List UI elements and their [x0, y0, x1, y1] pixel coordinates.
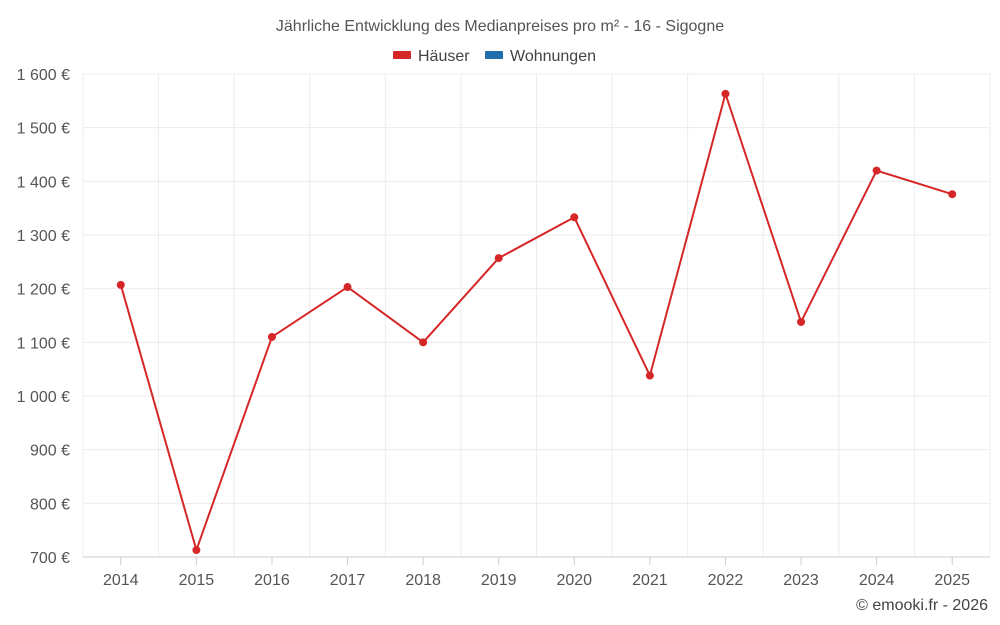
y-tick-label: 1 000 € [17, 389, 70, 406]
legend-swatch-wohnungen [485, 51, 503, 59]
data-point[interactable] [872, 166, 881, 175]
x-tick-label: 2021 [632, 572, 668, 589]
x-tick-label: 2025 [934, 572, 970, 589]
data-point[interactable] [948, 190, 957, 199]
legend-label-haeuser: Häuser [418, 48, 470, 65]
legend-label-wohnungen: Wohnungen [510, 48, 596, 65]
data-point[interactable] [419, 338, 428, 347]
data-point[interactable] [494, 254, 503, 263]
data-point[interactable] [645, 371, 654, 380]
y-tick-label: 1 400 € [17, 174, 70, 191]
chart-title: Jährliche Entwicklung des Medianpreises … [276, 18, 724, 35]
y-tick-label: 1 300 € [17, 228, 70, 245]
x-tick-label: 2018 [405, 572, 441, 589]
x-tick-label: 2020 [556, 572, 592, 589]
series-line-0 [119, 92, 953, 552]
y-tick-label: 700 € [30, 550, 70, 567]
y-tick-label: 900 € [30, 443, 70, 460]
legend-swatch-haeuser [393, 51, 411, 59]
x-tick-label: 2022 [708, 572, 744, 589]
x-tick-label: 2014 [103, 572, 139, 589]
data-point[interactable] [192, 546, 201, 555]
x-tick-label: 2023 [783, 572, 819, 589]
x-tick-label: 2019 [481, 572, 517, 589]
y-tick-label: 1 200 € [17, 282, 70, 299]
axes: 700 € 800 € 900 € 1 000 € 1 100 € 1 200 € 1 30… [17, 67, 990, 589]
data-point[interactable] [570, 213, 579, 222]
x-tick-label: 2015 [179, 572, 215, 589]
x-tick-label: 2017 [330, 572, 366, 589]
y-tick-label: 1 100 € [17, 335, 70, 352]
legend-item-wohnungen[interactable]: Wohnungen [485, 48, 596, 65]
data-point[interactable] [721, 89, 730, 98]
data-point[interactable] [797, 317, 806, 326]
legend: Häuser Wohnungen [393, 48, 596, 65]
series-haeuser [116, 89, 957, 555]
data-point[interactable] [267, 332, 276, 341]
y-tick-label: 1 600 € [17, 67, 70, 84]
x-tick-label: 2016 [254, 572, 290, 589]
x-tick-label: 2024 [859, 572, 895, 589]
credit-text: © emooki.fr - 2026 [856, 597, 988, 614]
data-point[interactable] [116, 280, 125, 289]
legend-item-haeuser[interactable]: Häuser [393, 48, 470, 65]
y-tick-label: 800 € [30, 496, 70, 513]
data-point[interactable] [343, 283, 352, 292]
y-tick-label: 1 500 € [17, 121, 70, 138]
